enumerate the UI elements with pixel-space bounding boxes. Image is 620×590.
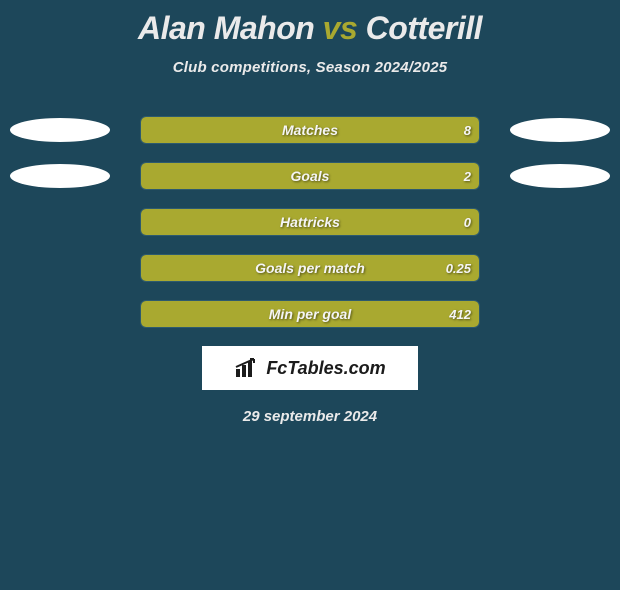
stat-bar: Goals2 <box>140 162 480 190</box>
stat-row: Hattricks0 <box>0 208 620 236</box>
player-a-oval <box>10 118 110 142</box>
stat-value: 412 <box>449 301 471 327</box>
subtitle: Club competitions, Season 2024/2025 <box>0 59 620 76</box>
chart-icon <box>234 357 262 379</box>
stat-label: Goals per match <box>141 255 479 281</box>
stat-bar: Min per goal412 <box>140 300 480 328</box>
player-b-oval <box>510 164 610 188</box>
stats-container: Matches8Goals2Hattricks0Goals per match0… <box>0 116 620 328</box>
stat-label: Hattricks <box>141 209 479 235</box>
stat-bar: Goals per match0.25 <box>140 254 480 282</box>
player-b-oval <box>510 118 610 142</box>
stat-label: Min per goal <box>141 301 479 327</box>
stat-row: Matches8 <box>0 116 620 144</box>
logo-box: FcTables.com <box>202 346 418 390</box>
player-a-name: Alan Mahon <box>138 10 314 46</box>
stat-bar: Matches8 <box>140 116 480 144</box>
player-a-oval <box>10 164 110 188</box>
stat-bar: Hattricks0 <box>140 208 480 236</box>
date-text: 29 september 2024 <box>0 408 620 425</box>
stat-row: Goals per match0.25 <box>0 254 620 282</box>
stat-label: Goals <box>141 163 479 189</box>
stat-label: Matches <box>141 117 479 143</box>
stat-value: 0.25 <box>446 255 471 281</box>
title: Alan Mahon vs Cotterill <box>0 10 620 47</box>
stat-row: Goals2 <box>0 162 620 190</box>
player-b-name: Cotterill <box>366 10 482 46</box>
vs-label: vs <box>323 10 358 46</box>
logo-content: FcTables.com <box>234 357 385 379</box>
stat-row: Min per goal412 <box>0 300 620 328</box>
logo-text: FcTables.com <box>266 358 385 379</box>
stat-value: 0 <box>464 209 471 235</box>
stat-value: 8 <box>464 117 471 143</box>
stat-value: 2 <box>464 163 471 189</box>
